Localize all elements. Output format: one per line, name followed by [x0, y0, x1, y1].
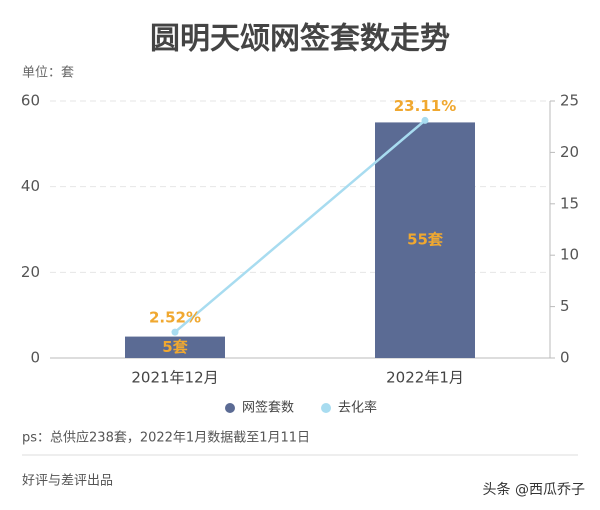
- y-tick-label: 0: [30, 349, 40, 367]
- footer: 好评与差评出品: [22, 474, 113, 489]
- line-label: 23.11%: [394, 97, 456, 115]
- legend-marker: [225, 403, 235, 413]
- x-tick-label: 2021年12月: [131, 369, 218, 387]
- bar: [375, 122, 475, 359]
- line-point: [171, 328, 179, 336]
- bar: [125, 336, 225, 358]
- legend-label: 网签套数: [242, 400, 294, 416]
- line: [174, 119, 426, 334]
- y2-tick-label: 0: [560, 349, 570, 367]
- y2-tick-label: 10: [560, 246, 579, 264]
- line-label: 2.52%: [149, 309, 201, 327]
- line-point: [421, 116, 429, 124]
- bar-label: 5套: [162, 338, 188, 356]
- unit-label: 单位：套: [22, 65, 74, 81]
- y-tick-label: 60: [21, 92, 40, 110]
- bar-label: 55套: [407, 231, 444, 249]
- note: ps：总供应238套，2022年1月数据截至1月11日: [22, 430, 310, 446]
- x-tick-label: 2022年1月: [386, 369, 464, 387]
- watermark: 头条 @西瓜乔子: [483, 481, 585, 498]
- legend-label: 去化率: [338, 400, 377, 416]
- y2-tick-label: 25: [560, 92, 579, 110]
- y2-tick-label: 5: [560, 297, 570, 315]
- y2-tick-label: 20: [560, 143, 579, 161]
- y2-tick-label: 15: [560, 194, 579, 212]
- y-tick-label: 40: [21, 177, 40, 195]
- chart-title: 圆明天颂网签套数走势: [150, 22, 450, 57]
- legend-marker: [321, 403, 332, 413]
- y-tick-label: 20: [21, 263, 40, 281]
